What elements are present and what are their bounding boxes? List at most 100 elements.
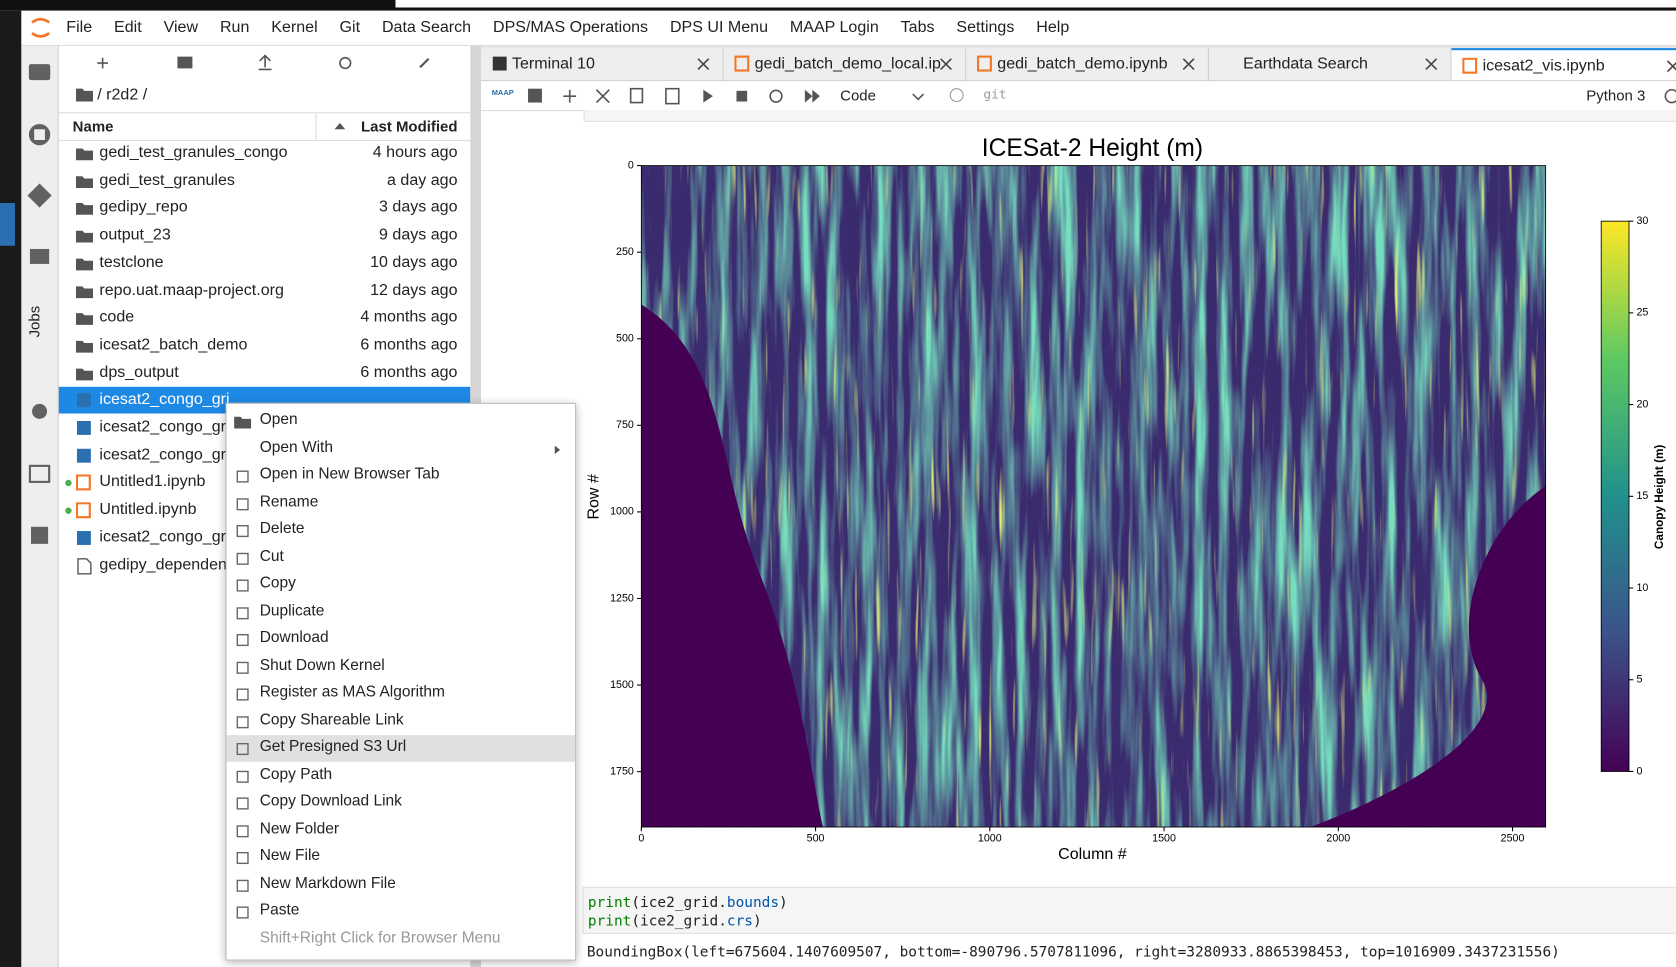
file-name: gedi_test_granules <box>99 171 234 189</box>
menu-entry[interactable]: Copy Download Link <box>227 790 575 817</box>
menu-entry[interactable]: New Folder <box>227 817 575 844</box>
menu-entry[interactable]: Copy Path <box>227 762 575 789</box>
image-icon <box>76 530 93 547</box>
tab[interactable]: Earthdata Search <box>1209 48 1452 80</box>
icon-shape <box>77 394 91 408</box>
tab-close[interactable] <box>1182 58 1195 71</box>
icon-shape <box>77 503 90 517</box>
icon-shape <box>237 716 248 727</box>
menu-item[interactable]: Git <box>340 18 360 36</box>
menu-entry[interactable]: Open <box>227 408 575 435</box>
menu-entry[interactable]: Open in New Browser Tab <box>227 463 575 490</box>
menu-icon <box>234 631 251 648</box>
y-tick-label: 750 <box>616 419 634 431</box>
column-divider <box>315 113 316 140</box>
menu-item[interactable]: File <box>66 18 92 36</box>
column-modified[interactable]: Last Modified <box>361 118 457 135</box>
menu-item[interactable]: Kernel <box>271 18 317 36</box>
menu-item[interactable]: MAAP Login <box>790 18 879 36</box>
menu-entry[interactable]: Delete <box>227 517 575 544</box>
icon-shape <box>234 417 251 429</box>
menu-entry[interactable]: Open With <box>227 435 575 462</box>
file-name: Untitled.ipynb <box>99 500 196 518</box>
column-name[interactable]: Name <box>73 118 114 135</box>
tab-label: icesat2_vis.ipynb <box>1483 57 1605 75</box>
menu-entry[interactable]: Download <box>227 626 575 653</box>
jobs-label[interactable]: Jobs <box>25 306 42 338</box>
menu-item[interactable]: DPS UI Menu <box>670 18 768 36</box>
cell-type[interactable]: Code <box>840 87 876 104</box>
x-axis-label: Column # <box>1058 845 1127 863</box>
menu-item[interactable]: Settings <box>956 18 1014 36</box>
menu-label: Rename <box>260 493 319 510</box>
git-button[interactable]: git <box>983 87 1006 102</box>
screen-edge <box>0 11 21 967</box>
tab-close[interactable] <box>697 58 710 71</box>
breadcrumb[interactable]: / r2d2 / <box>97 85 147 103</box>
tab[interactable]: icesat2_vis.ipynb <box>1452 48 1676 80</box>
tab[interactable]: Terminal 10 <box>481 48 724 80</box>
tab[interactable]: gedi_batch_demo_local.ip <box>724 48 967 80</box>
menu-item[interactable]: Help <box>1036 18 1069 36</box>
icon-shape <box>77 421 91 435</box>
page: File Edit View Run Kernel Git Data Search DPS/M… <box>0 0 1676 967</box>
menu-item[interactable]: Edit <box>114 18 142 36</box>
file-modified: 6 months ago <box>360 335 457 353</box>
y-tick-label: 1750 <box>610 765 634 777</box>
menu-icon <box>234 604 251 621</box>
file-modified: 4 hours ago <box>373 143 458 161</box>
menu-entry[interactable]: Cut <box>227 544 575 571</box>
menu-icon <box>234 713 251 730</box>
menu-item[interactable]: Data Search <box>382 18 471 36</box>
menu-entry[interactable]: Rename <box>227 490 575 517</box>
tab-bar: Terminal 10gedi_batch_demo_local.ip gedi_… <box>481 46 1676 81</box>
menu-entry[interactable]: New Markdown File <box>227 871 575 898</box>
axes: ICESat-2 Height (m)050010001500200025000… <box>585 135 1667 863</box>
icon-shape <box>76 258 93 270</box>
colorbar-tick-label: 15 <box>1636 490 1648 502</box>
menu-item[interactable]: DPS/MAS Operations <box>493 18 648 36</box>
colorbar-tick-label: 25 <box>1636 307 1648 319</box>
menu-icon <box>234 822 251 839</box>
code-input[interactable]: print(ice2_grid.bounds)print(ice2_grid.c… <box>588 894 788 930</box>
file-modified: 12 days ago <box>370 280 457 298</box>
menu-item[interactable]: Run <box>220 18 249 36</box>
tab-close[interactable] <box>1425 58 1438 71</box>
code-token: (ice2_grid. <box>631 912 727 929</box>
tab[interactable]: gedi_batch_demo.ipynb <box>966 48 1209 80</box>
menu-entry[interactable]: Register as MAS Algorithm <box>227 681 575 708</box>
menu-entry[interactable]: Get Presigned S3 Url <box>227 735 575 762</box>
menu-label: New Markdown File <box>260 875 396 892</box>
menu-entry[interactable]: Paste <box>227 899 575 926</box>
tab-close[interactable] <box>1666 60 1676 73</box>
file-modified: 6 months ago <box>360 363 457 381</box>
menu-label: Copy Path <box>260 766 332 783</box>
cell-output: BoundingBox(left=675604.1407609507, bott… <box>587 943 1560 960</box>
icon-shape <box>76 313 93 325</box>
menu-item[interactable]: Tabs <box>901 18 935 36</box>
menu-item[interactable]: View <box>164 18 198 36</box>
code-token: (ice2_grid. <box>631 894 727 911</box>
menu-entry[interactable]: Copy Shareable Link <box>227 708 575 735</box>
menu-entry[interactable]: Shut Down Kernel <box>227 653 575 680</box>
menu-entry[interactable]: Duplicate <box>227 599 575 626</box>
kernel-name[interactable]: Python 3 <box>1586 87 1645 104</box>
close-glyph <box>1667 61 1676 72</box>
tab-label: gedi_batch_demo.ipynb <box>997 54 1167 72</box>
figure-title: ICESat-2 Height (m) <box>982 135 1203 162</box>
menu-entry[interactable]: New File <box>227 844 575 871</box>
y-tick-label: 250 <box>616 246 634 258</box>
menu-label: Copy Shareable Link <box>260 711 404 728</box>
menu-label: Open in New Browser Tab <box>260 466 440 483</box>
tab-close[interactable] <box>940 58 953 71</box>
menu-entry[interactable]: Copy <box>227 572 575 599</box>
